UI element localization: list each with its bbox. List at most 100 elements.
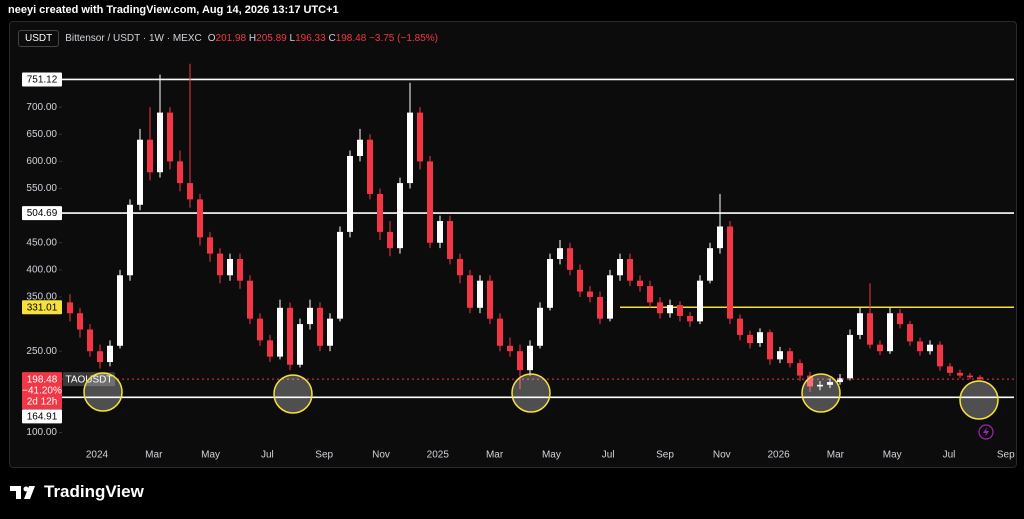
candle-body: [787, 351, 793, 364]
candle-body: [137, 139, 143, 205]
highlight-circle: [801, 373, 841, 413]
candle-body: [887, 313, 893, 352]
candle-body: [487, 280, 493, 319]
legend-key: C: [328, 32, 336, 44]
candle-body: [607, 275, 613, 319]
highlight-circle: [273, 374, 313, 414]
candle-body: [297, 324, 303, 365]
legend-value: 205.89: [256, 32, 287, 44]
candle-body: [327, 318, 333, 346]
candle-body: [157, 112, 163, 173]
candle-body: [837, 378, 843, 383]
y-tick-label: 350.00: [26, 292, 57, 303]
candle-body: [317, 307, 323, 346]
y-tick-label: 100.00: [26, 427, 57, 438]
y-tick-label: 650.00: [26, 129, 57, 140]
candle-body: [337, 231, 343, 319]
x-tick-label: Sep: [656, 450, 674, 461]
alert-icon[interactable]: [978, 424, 994, 440]
level-label-box: [22, 300, 62, 315]
candle-body: [427, 161, 433, 243]
x-tick-label: Jul: [943, 450, 956, 461]
x-tick-label: Nov: [713, 450, 731, 461]
candle-body: [437, 221, 443, 243]
candle-body: [187, 183, 193, 200]
candle-body: [937, 344, 943, 367]
highlight-circle: [959, 380, 999, 420]
candle-body: [77, 313, 83, 330]
candle-body: [117, 275, 123, 346]
legend-value: 198.48: [335, 32, 367, 44]
credit: neeyi created with TradingView.com, Aug …: [8, 4, 339, 16]
candle-body: [97, 351, 103, 363]
candle-body: [457, 259, 463, 276]
candle-body: [927, 344, 933, 352]
candle-body: [597, 296, 603, 319]
candle-body: [147, 139, 153, 173]
candle-body: [567, 248, 573, 270]
candle-body: [827, 382, 833, 385]
candle-body: [447, 221, 453, 260]
x-tick-label: Jul: [261, 450, 274, 461]
x-tick-label: May: [201, 450, 220, 461]
x-tick-label: Mar: [827, 450, 845, 461]
y-tick-label: 600.00: [26, 156, 57, 167]
last-price-box: [22, 372, 62, 410]
level-label: 504.69: [27, 208, 58, 219]
candle-body: [627, 259, 633, 281]
brand-logo: [10, 486, 35, 499]
x-tick-label: Sep: [315, 450, 333, 461]
candle-body: [537, 307, 543, 346]
ohlc: O201.98 H205.89 L196.33 C198.48 −3.75 (−…: [208, 33, 438, 44]
legend-key: O: [207, 32, 216, 44]
candle-body: [647, 286, 653, 303]
candle-body: [727, 226, 733, 319]
candle-body: [67, 302, 73, 314]
x-tick-label: Jul: [602, 450, 615, 461]
candle-body: [817, 384, 823, 387]
brand: TradingView: [10, 482, 144, 502]
candle-body: [687, 315, 693, 322]
candle-body: [577, 269, 583, 292]
x-tick-label: Nov: [372, 450, 390, 461]
y-tick-label: 400.00: [26, 264, 57, 275]
symbol-bar: USDT Bittensor / USDT · 1W · MEXC O201.9…: [18, 28, 438, 48]
candle-body: [177, 161, 183, 184]
chart-panel: [9, 21, 1017, 468]
candle-body: [667, 305, 673, 314]
candle-body: [367, 139, 373, 194]
brand-name: TradingView: [44, 482, 144, 501]
level-label: 331.01: [27, 302, 58, 313]
x-tick-label: Sep: [997, 450, 1015, 461]
candle-body: [527, 345, 533, 371]
candle-body: [407, 112, 413, 184]
candle-body: [657, 302, 663, 314]
y-tick-label: 250.00: [26, 346, 57, 357]
x-tick-label: 2025: [427, 450, 450, 461]
candle-body: [267, 340, 273, 357]
candle-body: [907, 324, 913, 342]
x-tick-label: 2024: [86, 450, 109, 461]
candle-body: [707, 248, 713, 281]
candle-body: [767, 332, 773, 360]
x-tick-label: Mar: [486, 450, 504, 461]
currency-button[interactable]: USDT: [18, 29, 60, 47]
candle-body: [227, 259, 233, 276]
candle-body: [547, 259, 553, 308]
x-tick-label: 2026: [767, 450, 790, 461]
candle-body: [507, 345, 513, 352]
candle-body: [287, 307, 293, 365]
last-change: −41.20%: [22, 385, 62, 396]
level-label-box: [22, 409, 62, 424]
candle-body: [867, 313, 873, 345]
candle-body: [477, 280, 483, 308]
candle-body: [127, 204, 133, 276]
candle-body: [897, 313, 903, 325]
candle-body: [967, 375, 973, 378]
candle-body: [197, 199, 203, 238]
change: −3.75 (−1.85%): [369, 32, 438, 44]
candle-body: [617, 259, 623, 276]
candle-body: [677, 305, 683, 316]
y-tick-label: 450.00: [26, 237, 57, 248]
candle-body: [847, 334, 853, 379]
